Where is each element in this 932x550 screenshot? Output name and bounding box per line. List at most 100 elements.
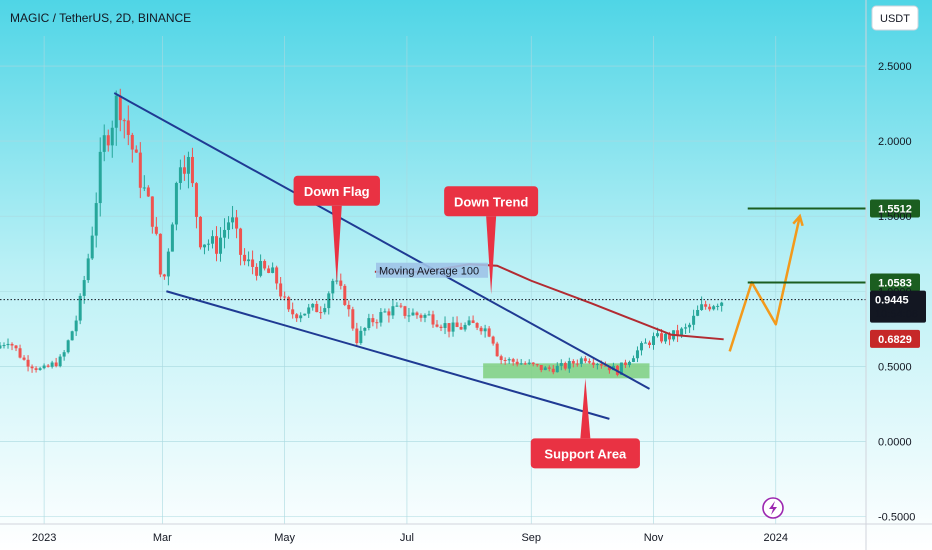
candle-body — [419, 315, 423, 318]
y-tick-label: 1.0000 — [878, 286, 912, 298]
candle-body — [700, 304, 704, 310]
candle-body — [603, 365, 607, 367]
projection-arrowhead — [792, 213, 804, 227]
candle-body — [2, 345, 6, 347]
candle-body — [283, 296, 287, 298]
candle-body — [206, 243, 210, 245]
candle-body — [704, 304, 708, 307]
candle-body — [383, 311, 387, 313]
candle-body — [166, 251, 170, 277]
candle-body — [684, 327, 688, 329]
trendline-lower — [166, 290, 610, 420]
candle-body — [407, 315, 411, 317]
candle-body — [543, 367, 547, 371]
candle-body — [235, 217, 239, 229]
candle-body — [680, 328, 684, 336]
candle-body — [531, 362, 535, 365]
y-tick-label: 1.5000 — [878, 211, 912, 223]
candle-body — [34, 368, 38, 370]
candle-body — [431, 314, 435, 325]
target-level-label: 1.5512 — [878, 203, 912, 215]
candle-body — [154, 226, 158, 234]
candle-body — [696, 309, 700, 316]
candle-body — [631, 358, 635, 362]
candle-body — [142, 187, 146, 189]
y-tick-label: 0.0000 — [878, 436, 912, 448]
candle-body — [259, 261, 263, 276]
candle-body — [327, 293, 331, 309]
candle-body — [635, 350, 639, 359]
candle-body — [174, 182, 178, 225]
candle-body — [255, 266, 259, 276]
candle-body — [708, 306, 712, 310]
candle-body — [395, 305, 399, 307]
candle-body — [186, 156, 190, 174]
candle-body — [102, 135, 106, 152]
target-level-label: 1.0583 — [878, 278, 912, 290]
candle-body — [503, 360, 507, 362]
chart-title: MAGIC / TetherUS, 2D, BINANCE — [10, 11, 191, 25]
y-tick-label: 0.5000 — [878, 361, 912, 373]
candle-body — [447, 323, 451, 332]
candle-body — [487, 328, 491, 337]
candle-body — [359, 330, 363, 344]
candle-body — [712, 306, 716, 310]
candle-body — [559, 363, 563, 366]
candle-body — [219, 237, 223, 254]
current-price-tag — [870, 290, 926, 323]
candle-body — [138, 152, 142, 188]
candle-body — [118, 95, 122, 121]
candle-body — [194, 183, 198, 217]
candle-body — [355, 328, 359, 344]
candle-body — [555, 365, 559, 373]
lightning-icon[interactable] — [762, 497, 784, 519]
candle-body — [511, 359, 515, 362]
candle-body — [299, 315, 303, 319]
candle-body — [379, 312, 383, 323]
candle-body — [623, 362, 627, 365]
callouts-layer: Down Flag Down Trend Support Area — [293, 175, 640, 469]
candle-body — [387, 311, 391, 316]
candle-body — [467, 320, 471, 325]
candle-body — [0, 345, 2, 349]
candle-body — [415, 312, 419, 316]
candle-body — [439, 326, 443, 328]
candle-body — [62, 352, 66, 357]
candle-body — [291, 309, 295, 315]
callout-text: Support Area — [544, 446, 627, 461]
candle-body — [202, 244, 206, 248]
callout-pointer — [580, 378, 591, 439]
candle-body — [58, 356, 62, 367]
candle-body — [82, 280, 86, 296]
x-tick-label: 2024 — [764, 532, 788, 544]
candle-body — [50, 362, 54, 367]
candle-body — [94, 203, 98, 236]
candle-body — [263, 261, 267, 269]
candle-body — [583, 358, 587, 362]
candle-body — [315, 303, 319, 313]
candle-body — [668, 333, 672, 340]
candle-body — [639, 343, 643, 351]
ma-label-text: Moving Average 100 — [379, 266, 479, 278]
target-level-tag — [870, 199, 920, 218]
candle-body — [363, 327, 367, 331]
candle-body — [455, 322, 459, 327]
candle-body — [287, 297, 291, 310]
currency-button[interactable] — [871, 5, 919, 31]
candle-body — [463, 324, 467, 330]
grid — [0, 36, 866, 524]
candle-body — [579, 358, 583, 364]
candle-body — [162, 274, 166, 277]
candle-body — [551, 368, 555, 373]
y-tick-label: 2.5000 — [878, 61, 912, 73]
candle-body — [575, 363, 579, 365]
countdown-label: 10:54:06 — [875, 309, 918, 321]
candle-body — [223, 229, 227, 238]
ma-value-label: 0.6829 — [878, 334, 912, 346]
x-tick-label: Mar — [153, 532, 172, 544]
candle-body — [46, 365, 50, 367]
candle-body — [435, 324, 439, 327]
currency-label: USDT — [880, 13, 910, 25]
candle-body — [158, 233, 162, 275]
